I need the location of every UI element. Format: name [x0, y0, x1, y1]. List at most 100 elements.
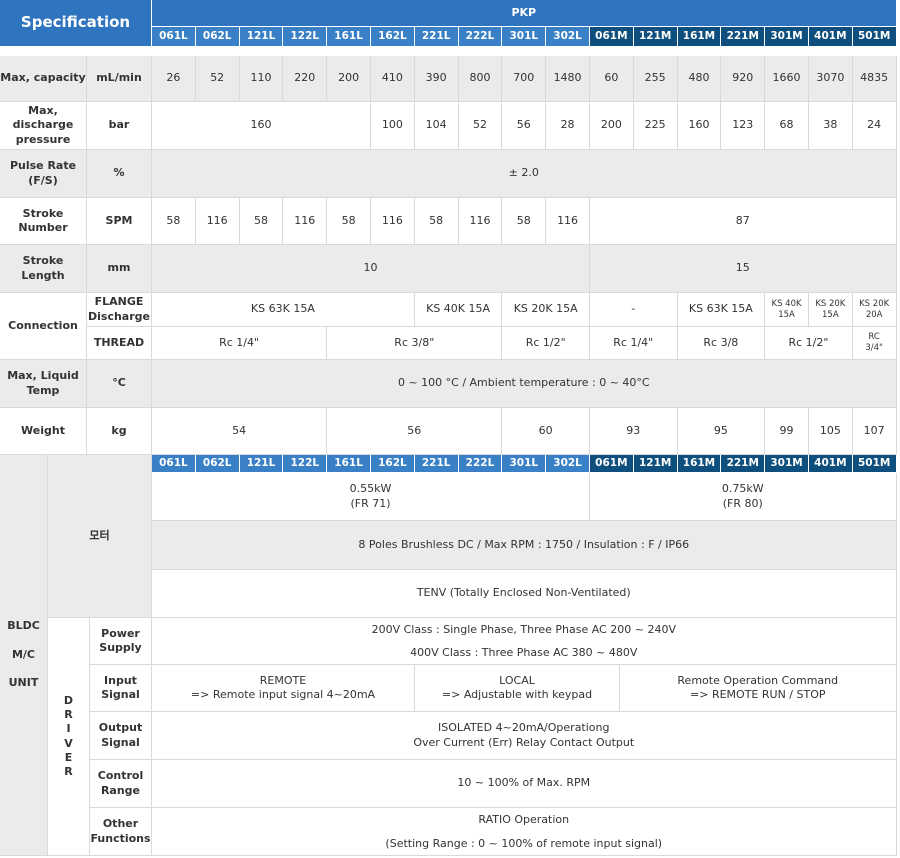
model-code: 161M: [677, 455, 722, 473]
driver-item-label: Control Range: [90, 760, 152, 808]
spec-value: 104: [414, 102, 459, 150]
spec-value: 95: [677, 408, 766, 455]
spec-value: 28: [546, 102, 590, 150]
spec-value: 58: [414, 198, 459, 245]
spec-value: 24: [852, 102, 897, 150]
spec-value: Rc 1/4": [589, 327, 678, 360]
spec-value: 225: [633, 102, 678, 150]
model-code: 501M: [852, 27, 897, 47]
spec-value: Rc 3/8: [677, 327, 766, 360]
driver-item-label: Output Signal: [90, 712, 152, 760]
model-code: 302L: [546, 27, 590, 47]
model-code: 161L: [327, 27, 371, 47]
spec-value: ± 2.0: [152, 150, 897, 198]
spec-value: 200: [327, 56, 371, 102]
model-code: 301L: [502, 27, 547, 47]
spec-value: 4835: [852, 56, 897, 102]
row-label: Max, Liquid Temp: [0, 360, 87, 408]
spec-value: -: [589, 293, 678, 327]
model-code: 301M: [765, 455, 809, 473]
spec-value: Rc 3/8": [327, 327, 503, 360]
bldc-label: BLDC M/C UNIT: [0, 455, 48, 856]
driver-item-label: Other Functions: [90, 808, 152, 856]
model-code: 121M: [633, 455, 678, 473]
model-code: 301L: [502, 455, 547, 473]
spec-value: 0 ~ 100 °C / Ambient temperature : 0 ~ 4…: [152, 360, 897, 408]
model-code: 302L: [546, 455, 590, 473]
spec-value: 116: [458, 198, 503, 245]
row-label: Max, capacity: [0, 56, 87, 102]
model-code: 222L: [458, 455, 503, 473]
model-code: 061M: [589, 455, 634, 473]
row-label: Connection: [0, 293, 87, 360]
row-unit: mm: [87, 245, 152, 293]
spec-value: 800: [458, 56, 503, 102]
model-code: 122L: [283, 27, 328, 47]
spec-value: 10: [152, 245, 590, 293]
row-label: Max, discharge pressure: [0, 102, 87, 150]
motor-spec: 8 Poles Brushless DC / Max RPM : 1750 / …: [152, 521, 897, 570]
input-signal-group: REMOTE => Remote input signal 4~20mA LOCA…: [152, 665, 897, 712]
driver-item-label: Power Supply: [90, 618, 152, 665]
model-code: 062L: [195, 27, 240, 47]
model-code: 061M: [589, 27, 634, 47]
spec-value: 116: [283, 198, 328, 245]
spec-value: 54: [152, 408, 328, 455]
spec-value: 105: [808, 408, 853, 455]
driver-value: 200V Class : Single Phase, Three Phase A…: [152, 618, 897, 665]
spec-value: 26: [152, 56, 196, 102]
driver-value: ISOLATED 4~20mA/Operationg Over Current …: [152, 712, 897, 760]
model-code: 122L: [283, 455, 328, 473]
model-code: 162L: [370, 455, 415, 473]
spec-value: 60: [502, 408, 590, 455]
sub-label: THREAD: [87, 327, 152, 360]
model-code: 501M: [852, 455, 897, 473]
model-code: 121M: [633, 27, 678, 47]
spec-value: 110: [239, 56, 284, 102]
spec-value: 58: [502, 198, 547, 245]
spec-value: 58: [152, 198, 196, 245]
driver-value: REMOTE => Remote input signal 4~20mA: [152, 665, 415, 711]
spec-value: 255: [633, 56, 678, 102]
spec-value: 390: [414, 56, 459, 102]
driver-value: Remote Operation Command => REMOTE RUN /…: [677, 673, 839, 701]
model-code: 222L: [458, 27, 503, 47]
spec-value: 93: [589, 408, 678, 455]
spec-value: 1480: [546, 56, 590, 102]
model-code: 121L: [239, 27, 284, 47]
model-code: 161M: [677, 27, 722, 47]
spec-value: 116: [546, 198, 590, 245]
spec-value: 160: [152, 102, 371, 150]
spec-value: KS 20K 15A: [502, 293, 590, 327]
spec-value: 0.55kW (FR 71): [152, 473, 590, 521]
row-unit: mL/min: [87, 56, 152, 102]
spec-value: 220: [283, 56, 328, 102]
model-code: 161L: [327, 455, 371, 473]
sub-label: FLANGE (Discharge): [87, 293, 152, 327]
model-code: 062L: [195, 455, 240, 473]
spec-value: 68: [765, 102, 809, 150]
spec-value: KS 40K 15A: [765, 293, 809, 327]
driver-item-label: Input Signal: [90, 665, 152, 712]
spec-value: 160: [677, 102, 722, 150]
spec-title: Specification: [0, 0, 152, 47]
spec-value: 56: [502, 102, 547, 150]
spec-value: 200: [589, 102, 634, 150]
spec-value: 52: [195, 56, 240, 102]
spec-value: 700: [502, 56, 547, 102]
spec-value: 116: [195, 198, 240, 245]
spec-value: 52: [458, 102, 503, 150]
spec-value: Rc 1/4": [152, 327, 328, 360]
spec-value: 107: [852, 408, 897, 455]
model-code: 221L: [414, 455, 459, 473]
row-unit: °C: [87, 360, 152, 408]
model-code: 401M: [808, 455, 853, 473]
spec-value: 60: [589, 56, 634, 102]
model-code: 301M: [765, 27, 809, 47]
spec-value: KS 20K 15A: [808, 293, 853, 327]
row-label: Weight: [0, 408, 87, 455]
spec-value: 480: [677, 56, 722, 102]
spec-value: 58: [239, 198, 284, 245]
spec-value: 15: [589, 245, 897, 293]
